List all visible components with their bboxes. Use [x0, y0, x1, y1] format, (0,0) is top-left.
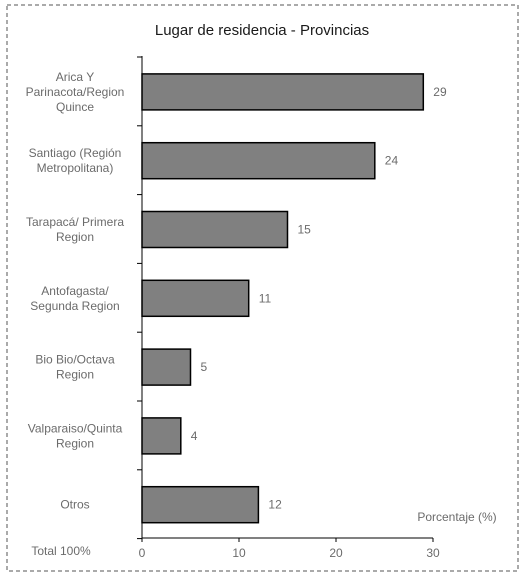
bar [141, 279, 250, 318]
bar [141, 141, 376, 180]
data-label: 29 [433, 85, 447, 99]
x-tick-label: 10 [232, 546, 246, 560]
x-tick-label: 0 [139, 546, 146, 560]
bar [141, 210, 289, 249]
data-label: 4 [191, 429, 198, 443]
category-label: Antofagasta/Segunda Region [30, 284, 119, 313]
category-label: Bio Bio/Octava Region [35, 353, 115, 382]
data-label: 5 [201, 360, 208, 374]
chart-title: Lugar de residencia - Provincias [155, 22, 369, 39]
footnote: Total 100% [31, 544, 91, 558]
bar [141, 485, 260, 524]
data-label: 15 [298, 223, 312, 237]
data-label: 24 [385, 154, 399, 168]
bar [141, 417, 182, 455]
category-label: Arica Y Parinacota/Region Quince [26, 70, 125, 114]
x-tick-label: 30 [426, 546, 440, 560]
category-label: Valparaiso/Quinta Region [28, 421, 123, 450]
bar [141, 348, 192, 386]
data-label: 12 [268, 498, 282, 512]
x-axis-label: Porcentaje (%) [417, 510, 496, 524]
category-label: Otros [60, 498, 89, 512]
bar [141, 73, 425, 111]
category-label: Santiago (Región Metropolitana) [29, 146, 122, 175]
chart-border [6, 4, 519, 572]
plot-area: 0 10 20 30 29 Arica Y Parinacota/Region Quince 2… [26, 56, 447, 560]
data-label: 11 [259, 291, 272, 305]
category-label: Tarapacá/ Primera Region [26, 215, 124, 244]
x-tick-label: 20 [329, 546, 343, 560]
